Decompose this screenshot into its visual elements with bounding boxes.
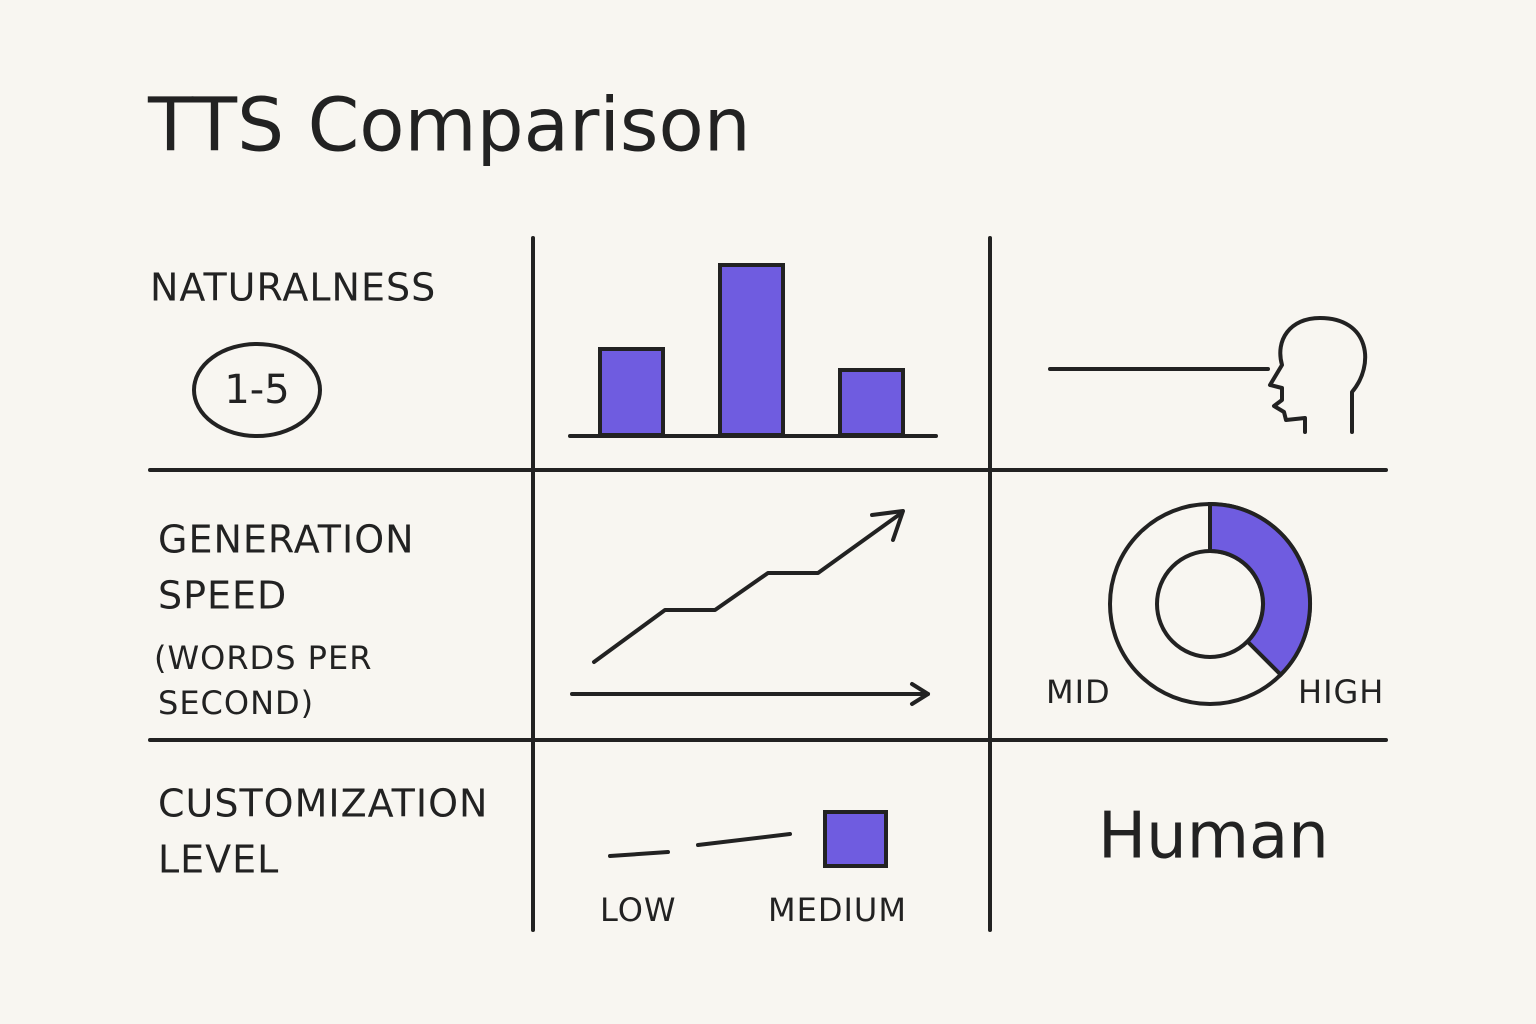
donut-label: HIGH — [1298, 673, 1384, 711]
bar-icon — [718, 263, 785, 437]
level-icon — [823, 810, 888, 868]
scale-label: MEDIUM — [768, 891, 907, 929]
arrow-head — [910, 682, 930, 706]
row-label: NATURALNESS — [150, 266, 436, 310]
row-label: GENERATION — [158, 518, 415, 562]
scale-label: LOW — [600, 891, 677, 929]
row-label: LEVEL — [158, 838, 279, 882]
badge: 1-5 — [224, 367, 289, 413]
donut-label: MID — [1046, 673, 1111, 711]
donut-segment — [1208, 501, 1312, 678]
title: TTS Comparison — [147, 83, 751, 169]
dash-icon — [608, 850, 670, 858]
head-icon — [1268, 316, 1368, 434]
row-label: CUSTOMIZATION — [158, 782, 488, 826]
badge-outline — [192, 342, 322, 438]
arrow-head — [870, 509, 905, 542]
row-label: SPEED — [158, 574, 287, 618]
row-label: (WORDS PER — [154, 639, 372, 677]
row-label: SECOND) — [158, 684, 314, 722]
result: Human — [1098, 800, 1329, 874]
bar-icon — [598, 347, 665, 437]
bar-icon — [838, 368, 905, 437]
trend-icon — [592, 512, 902, 664]
dash-icon — [696, 832, 792, 847]
